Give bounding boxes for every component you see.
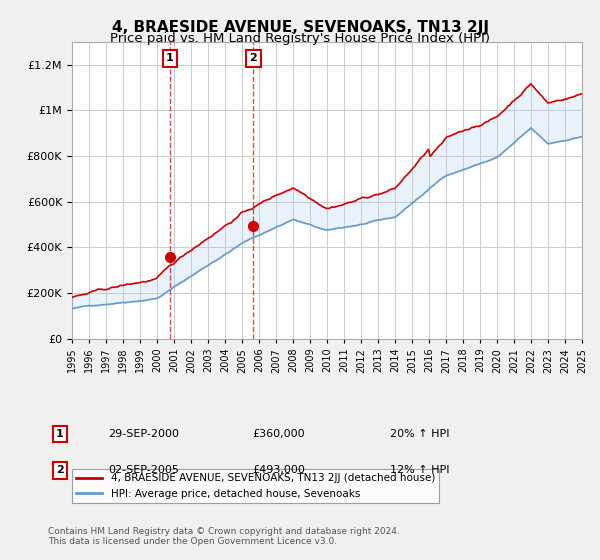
Text: 20% ↑ HPI: 20% ↑ HPI xyxy=(390,429,449,439)
Text: £493,000: £493,000 xyxy=(252,465,305,475)
Text: Price paid vs. HM Land Registry's House Price Index (HPI): Price paid vs. HM Land Registry's House … xyxy=(110,32,490,45)
Text: £360,000: £360,000 xyxy=(252,429,305,439)
Text: 2: 2 xyxy=(250,53,257,63)
Legend: 4, BRAESIDE AVENUE, SEVENOAKS, TN13 2JJ (detached house), HPI: Average price, de: 4, BRAESIDE AVENUE, SEVENOAKS, TN13 2JJ … xyxy=(72,469,439,503)
Text: Contains HM Land Registry data © Crown copyright and database right 2024.
This d: Contains HM Land Registry data © Crown c… xyxy=(48,526,400,546)
Text: 4, BRAESIDE AVENUE, SEVENOAKS, TN13 2JJ: 4, BRAESIDE AVENUE, SEVENOAKS, TN13 2JJ xyxy=(112,20,488,35)
Text: 02-SEP-2005: 02-SEP-2005 xyxy=(108,465,179,475)
Text: 29-SEP-2000: 29-SEP-2000 xyxy=(108,429,179,439)
Text: 1: 1 xyxy=(166,53,173,63)
Text: 1: 1 xyxy=(56,429,64,439)
Text: 2: 2 xyxy=(56,465,64,475)
Text: 12% ↑ HPI: 12% ↑ HPI xyxy=(390,465,449,475)
